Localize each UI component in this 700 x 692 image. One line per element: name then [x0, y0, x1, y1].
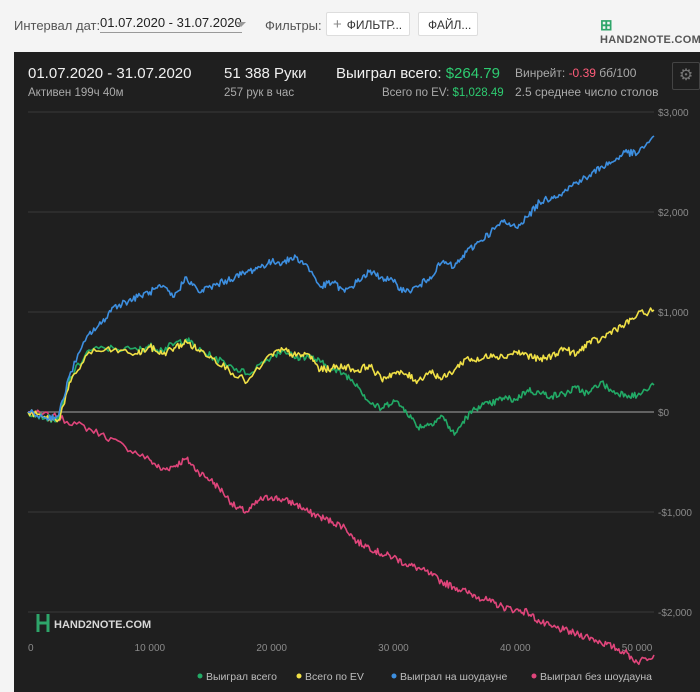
legend-marker-ev [296, 673, 302, 679]
y-tick-label: $1,000 [658, 308, 689, 319]
watermark-logo-icon [36, 614, 50, 632]
y-tick-label: -$2,000 [658, 608, 692, 619]
legend-marker-nonshowdown [531, 673, 537, 679]
brand-logo-text: HAND2NOTE.COM [600, 34, 700, 46]
summary-hands-per-hour: 257 рук в час [224, 87, 295, 99]
won-value: $264.79 [445, 65, 500, 82]
summary-won-total: Выиграл всего: $264.79 [336, 65, 500, 82]
x-tick-label: 10 000 [135, 643, 166, 654]
y-tick-label: $3,000 [658, 108, 689, 119]
y-axis-ticks: $3,000 $2,000 $1,000 $0 -$1,000 -$2,000 [658, 108, 692, 619]
x-axis-ticks: 0 10 000 20 000 30 000 40 000 50 000 [28, 643, 653, 654]
legend: Выиграл всего Всего по EV Выиграл на шоуда… [197, 671, 652, 683]
summary-ev-total: Всего по EV: $1,028.49 [382, 87, 504, 99]
winrate-suffix: бб/100 [599, 66, 637, 80]
y-tick-label: $2,000 [658, 208, 689, 219]
series-lines [27, 135, 655, 666]
watermark: HAND2NOTE.COM [36, 614, 151, 632]
watermark-text: HAND2NOTE.COM [54, 619, 151, 631]
legend-marker-showdown [391, 673, 397, 679]
winrate-value: -0.39 [568, 66, 596, 80]
series-line-nonshowdown [27, 409, 655, 666]
winrate-label: Винрейт: [515, 66, 566, 80]
chevron-down-icon[interactable] [236, 22, 246, 27]
filter-button-label: ФИЛЬТР... [346, 18, 403, 32]
series-line-ev [27, 307, 655, 423]
interval-label: Интервал дат: [14, 18, 101, 33]
legend-label-won[interactable]: Выиграл всего [206, 671, 277, 683]
summary-winrate: Винрейт: -0.39 бб/100 [515, 66, 636, 80]
add-filter-button[interactable]: + ФИЛЬТР... [326, 12, 410, 36]
date-range-selector[interactable]: 01.07.2020 - 31.07.2020 [100, 15, 242, 33]
x-tick-label: 40 000 [500, 643, 531, 654]
summary-tables: 2.5 среднее число столов [515, 85, 659, 99]
filters-label: Фильтры: [265, 18, 322, 33]
won-label: Выиграл всего: [336, 65, 442, 82]
top-toolbar: Интервал дат: 01.07.2020 - 31.07.2020 Фи… [0, 0, 700, 50]
x-tick-label: 50 000 [622, 643, 653, 654]
legend-label-ev[interactable]: Всего по EV [305, 671, 364, 683]
summary-active-time: Активен 199ч 40м [28, 87, 124, 99]
y-tick-label: $0 [658, 408, 670, 419]
summary-period: 01.07.2020 - 31.07.2020 [28, 65, 192, 82]
ev-value: $1,028.49 [452, 87, 504, 99]
profit-chart: $3,000 $2,000 $1,000 $0 -$1,000 -$2,000 0 10 0… [27, 108, 692, 683]
ev-label: Всего по EV: [382, 87, 450, 99]
y-tick-label: -$1,000 [658, 508, 692, 519]
brand-logo: ⊞HAND2NOTE.COM [600, 16, 700, 46]
legend-label-showdown[interactable]: Выиграл на шоудауне [400, 671, 507, 683]
x-tick-label: 0 [28, 643, 34, 654]
x-tick-label: 30 000 [378, 643, 409, 654]
summary-hands: 51 388 Руки [224, 65, 307, 82]
series-line-won [27, 337, 655, 436]
file-button-label: ФАЙЛ... [428, 18, 472, 32]
file-button[interactable]: ФАЙЛ... [418, 12, 478, 36]
logo-icon: ⊞ [600, 17, 613, 34]
stats-panel: 01.07.2020 - 31.07.2020 Активен 199ч 40м… [14, 52, 700, 692]
x-tick-label: 20 000 [256, 643, 287, 654]
grid-lines [28, 111, 654, 613]
plus-icon: + [333, 16, 342, 33]
legend-label-nonshowdown[interactable]: Выиграл без шоудауна [540, 671, 652, 683]
series-line-showdown [27, 135, 655, 422]
legend-marker-won [197, 673, 203, 679]
